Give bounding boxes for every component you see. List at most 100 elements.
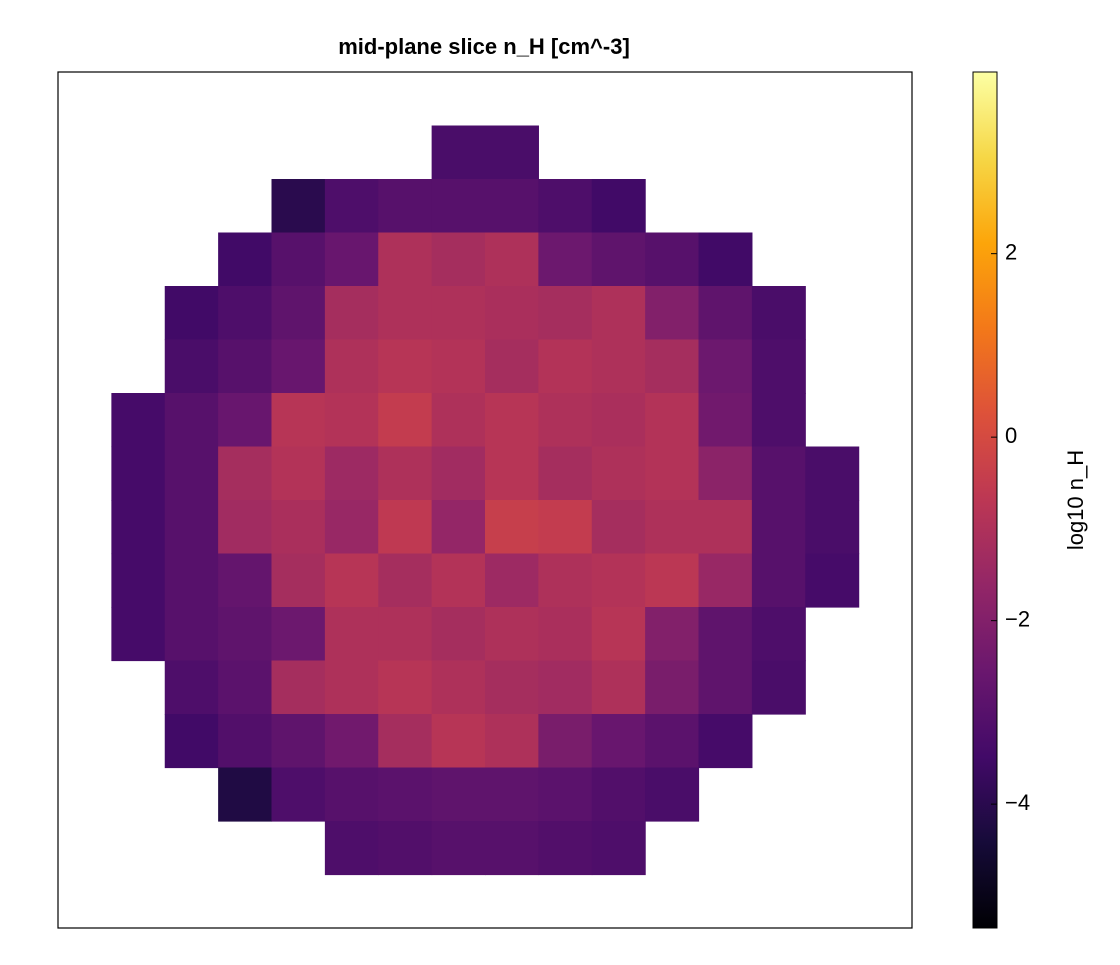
heatmap-cell: [271, 660, 326, 715]
heatmap-cell: [645, 393, 700, 448]
heatmap-cell: [378, 714, 433, 769]
heatmap-cell: [591, 767, 646, 822]
heatmap-cell: [431, 446, 486, 501]
heatmap-cell: [698, 500, 753, 555]
heatmap-cell: [431, 607, 486, 662]
heatmap-cell: [591, 553, 646, 608]
heatmap-cell: [431, 767, 486, 822]
heatmap-cell: [271, 553, 326, 608]
heatmap-cell: [378, 286, 433, 341]
heatmap-cell: [218, 607, 273, 662]
heatmap-cell: [485, 179, 539, 234]
heatmap-cell: [111, 607, 166, 662]
heatmap-cell: [378, 179, 433, 234]
heatmap-cell: [378, 500, 433, 555]
heatmap-cell: [538, 821, 593, 876]
heatmap-cell: [538, 553, 593, 608]
heatmap-cell: [324, 393, 379, 448]
heatmap-cell: [431, 286, 486, 341]
heatmap-cell: [378, 660, 433, 715]
heatmap-cell: [538, 500, 593, 555]
heatmap-cell: [485, 339, 539, 394]
heatmap-cell: [271, 446, 326, 501]
heatmap-cell: [324, 767, 379, 822]
heatmap-cell: [378, 393, 433, 448]
heatmap-cell: [271, 286, 326, 341]
heatmap-cell: [485, 286, 539, 341]
heatmap-cell: [645, 660, 700, 715]
heatmap-cell: [164, 500, 219, 555]
colorbar: [972, 71, 998, 929]
heatmap-cell: [164, 553, 219, 608]
heatmap-cell: [218, 446, 273, 501]
heatmap-cell: [485, 553, 539, 608]
heatmap-cell: [485, 607, 539, 662]
heatmap-cell: [218, 767, 273, 822]
heatmap-cell: [645, 767, 700, 822]
colorbar-tick-label: 2: [1005, 239, 1017, 264]
heatmap-cell: [591, 232, 646, 287]
heatmap-cell: [378, 232, 433, 287]
heatmap-cell: [538, 446, 593, 501]
heatmap-cell: [485, 660, 539, 715]
heatmap-cell: [751, 500, 806, 555]
colorbar-tick-label: −4: [1005, 790, 1030, 815]
heatmap-cell: [698, 339, 753, 394]
heatmap-cell: [698, 714, 753, 769]
chart-title: mid-plane slice n_H [cm^-3]: [338, 34, 630, 59]
heatmap-cell: [271, 339, 326, 394]
heatmap-cell: [271, 767, 326, 822]
heatmap-cell: [431, 660, 486, 715]
heatmap-cell: [645, 607, 700, 662]
heatmap-cell: [431, 232, 486, 287]
heatmap-cell: [698, 393, 753, 448]
colorbar-tick-label: 0: [1005, 423, 1017, 448]
heatmap-cell: [111, 446, 166, 501]
heatmap-cell: [538, 660, 593, 715]
heatmap-cell: [538, 607, 593, 662]
heatmap-cell: [324, 553, 379, 608]
heatmap-cell: [538, 339, 593, 394]
heatmap-cell: [218, 393, 273, 448]
heatmap-cell: [218, 660, 273, 715]
heatmap-cell: [164, 660, 219, 715]
heatmap-cell: [645, 286, 700, 341]
heatmap-cell: [698, 660, 753, 715]
heatmap-cell: [485, 500, 539, 555]
heatmap-cell: [164, 339, 219, 394]
heatmap-cell: [164, 714, 219, 769]
heatmap-cell: [324, 607, 379, 662]
heatmap-cell: [324, 660, 379, 715]
heatmap-cell: [698, 446, 753, 501]
heatmap-cell: [324, 339, 379, 394]
heatmap-cell: [431, 125, 486, 180]
colorbar-label: log10 n_H: [1063, 450, 1088, 550]
heatmap-cell: [591, 607, 646, 662]
heatmap-cell: [164, 607, 219, 662]
heatmap-cell: [271, 179, 326, 234]
heatmap-cell: [271, 714, 326, 769]
heatmap-cell: [111, 393, 166, 448]
heatmap-cell: [164, 286, 219, 341]
heatmap-cell: [591, 179, 646, 234]
heatmap-cell: [751, 286, 806, 341]
heatmap-cell: [431, 179, 486, 234]
heatmap-cell: [751, 660, 806, 715]
heatmap-cell: [324, 714, 379, 769]
heatmap-cell: [645, 339, 700, 394]
heatmap-cell: [591, 714, 646, 769]
heatmap-cell: [591, 500, 646, 555]
heatmap-cell: [805, 553, 860, 608]
colorbar-tick-label: −2: [1005, 606, 1030, 631]
heatmap-cell: [485, 446, 539, 501]
heatmap-cell: [271, 393, 326, 448]
heatmap-cell: [485, 232, 539, 287]
heatmap-cell: [591, 339, 646, 394]
heatmap-cell: [698, 607, 753, 662]
heatmap-cell: [538, 179, 593, 234]
heatmap-cell: [111, 553, 166, 608]
heatmap-cell: [378, 339, 433, 394]
heatmap-cell: [538, 232, 593, 287]
heatmap-cell: [218, 339, 273, 394]
